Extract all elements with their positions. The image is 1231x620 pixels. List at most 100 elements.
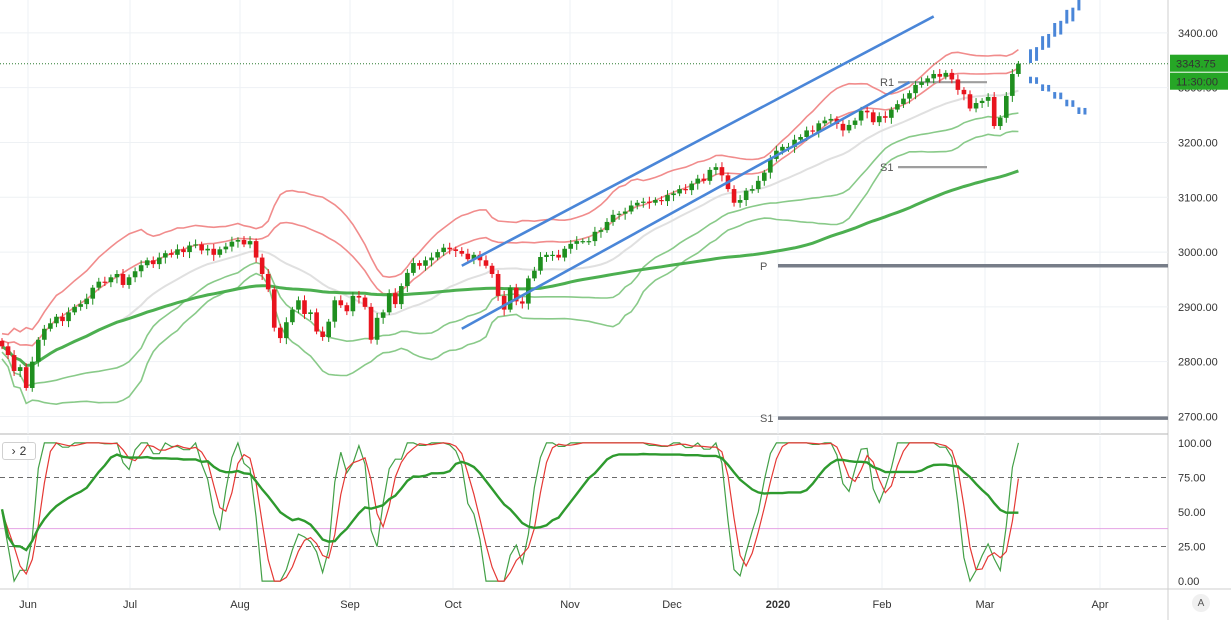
candle bbox=[0, 338, 5, 350]
candle bbox=[17, 364, 23, 378]
time-tick-label: Jul bbox=[123, 599, 137, 611]
candle bbox=[1016, 60, 1021, 77]
candle bbox=[816, 120, 822, 138]
candle bbox=[653, 197, 658, 206]
candle bbox=[1010, 69, 1015, 102]
candle bbox=[955, 74, 961, 95]
candle bbox=[48, 318, 53, 332]
candle bbox=[253, 238, 259, 263]
candle bbox=[719, 162, 725, 182]
candle bbox=[42, 324, 47, 346]
candle bbox=[550, 250, 555, 261]
candle bbox=[713, 163, 719, 175]
candle bbox=[447, 242, 452, 255]
candle bbox=[628, 200, 634, 215]
channel-upper-line bbox=[461, 15, 935, 267]
pivot-label-r1: R1 bbox=[880, 77, 894, 89]
candle bbox=[29, 356, 35, 392]
candle bbox=[489, 263, 495, 278]
candle bbox=[840, 120, 846, 137]
candle bbox=[368, 303, 374, 344]
candle bbox=[991, 92, 997, 129]
pivot-label-s1: S1 bbox=[760, 413, 773, 425]
candle bbox=[755, 175, 761, 193]
candle bbox=[592, 226, 598, 247]
pane-toggle-label: 2 bbox=[19, 444, 27, 458]
osc-tick-label: 50.00 bbox=[1178, 507, 1206, 519]
candle bbox=[60, 312, 65, 327]
osc-tick-label: 75.00 bbox=[1178, 472, 1206, 484]
candle bbox=[925, 75, 930, 87]
pivot-label-s1: S1 bbox=[880, 162, 893, 174]
candle bbox=[913, 81, 918, 100]
candle bbox=[296, 296, 301, 314]
candle bbox=[520, 296, 525, 309]
candle bbox=[876, 112, 882, 127]
time-tick-label: Sep bbox=[340, 599, 360, 611]
candle bbox=[495, 270, 501, 301]
candle bbox=[949, 69, 955, 84]
candle bbox=[211, 243, 217, 261]
candle bbox=[574, 236, 580, 250]
candle bbox=[544, 252, 549, 262]
candle bbox=[822, 116, 828, 127]
candle bbox=[997, 115, 1003, 130]
candle bbox=[344, 302, 350, 316]
candle bbox=[181, 246, 186, 258]
price-tick-label: 2900.00 bbox=[1178, 302, 1218, 314]
candle bbox=[326, 318, 331, 342]
candle bbox=[350, 292, 356, 317]
candle bbox=[235, 237, 241, 248]
candle bbox=[647, 196, 652, 209]
candle bbox=[193, 239, 198, 249]
time-tick-label: Apr bbox=[1091, 599, 1108, 611]
candle bbox=[429, 252, 434, 267]
candle bbox=[66, 307, 71, 328]
candle bbox=[634, 200, 640, 210]
candle bbox=[374, 312, 380, 345]
time-tick-label: Oct bbox=[444, 599, 461, 611]
candle bbox=[284, 317, 289, 345]
candle bbox=[205, 244, 210, 256]
candle bbox=[901, 93, 906, 108]
countdown-badge bbox=[1170, 72, 1228, 90]
candle bbox=[241, 236, 247, 248]
time-tick-label: Dec bbox=[662, 599, 682, 611]
candle bbox=[399, 283, 404, 310]
time-tick-label: Jun bbox=[19, 599, 37, 611]
candle bbox=[1004, 92, 1009, 123]
pane-collapse-toggle[interactable]: › 2 bbox=[2, 442, 36, 460]
candle bbox=[689, 180, 694, 196]
candle bbox=[5, 342, 11, 359]
chevron-right-icon: › bbox=[11, 444, 16, 458]
candle bbox=[392, 288, 398, 308]
candle bbox=[562, 246, 567, 262]
price-tick-label: 2700.00 bbox=[1178, 411, 1218, 423]
candle bbox=[889, 106, 894, 124]
auto-scale-button[interactable]: A bbox=[1192, 594, 1210, 612]
candle bbox=[126, 274, 132, 289]
lower-band-inner bbox=[1, 112, 1019, 388]
candle bbox=[290, 306, 295, 325]
candle bbox=[967, 90, 973, 112]
candle bbox=[701, 173, 707, 184]
candle bbox=[610, 209, 616, 226]
candle bbox=[441, 243, 446, 256]
candle bbox=[598, 227, 604, 238]
candle bbox=[138, 260, 144, 278]
price-tick-label: 3400.00 bbox=[1178, 28, 1218, 40]
candle bbox=[459, 247, 465, 257]
candle bbox=[604, 218, 610, 233]
candle bbox=[883, 111, 888, 123]
candle bbox=[23, 363, 29, 391]
time-tick-label: Mar bbox=[976, 599, 995, 611]
price-projection bbox=[1029, 0, 1087, 115]
candle bbox=[453, 246, 459, 258]
candle bbox=[308, 309, 313, 321]
osc-tick-label: 25.00 bbox=[1178, 542, 1206, 554]
stoch-trend-line bbox=[0, 452, 1019, 552]
candle bbox=[695, 174, 701, 190]
lower-band-outer bbox=[1, 130, 1019, 406]
candle bbox=[737, 195, 743, 208]
